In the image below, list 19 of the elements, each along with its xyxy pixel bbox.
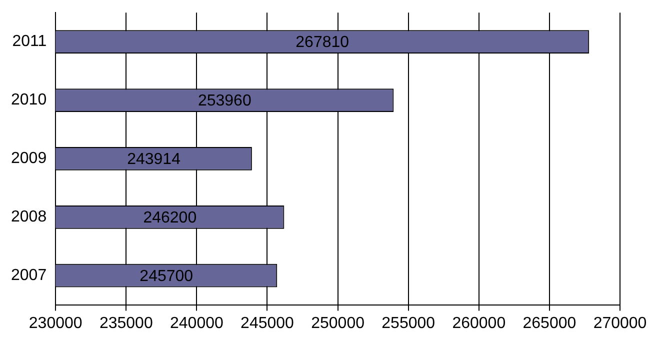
x-tick-label: 250000 <box>311 314 365 332</box>
data-label: 267810 <box>296 34 350 52</box>
y-tick-label: 2010 <box>11 92 47 109</box>
x-tick-label: 270000 <box>593 314 647 332</box>
y-tick-label: 2011 <box>12 33 47 50</box>
x-tick-label: 235000 <box>99 314 153 332</box>
x-tick-label: 230000 <box>28 314 82 332</box>
y-tick-label: 2009 <box>11 150 47 168</box>
y-tick-label: 2008 <box>11 208 47 226</box>
x-tick-label: 240000 <box>170 314 224 332</box>
x-tick-label: 255000 <box>382 314 436 332</box>
y-tick-label: 2007 <box>11 266 47 284</box>
data-label: 243914 <box>127 151 181 168</box>
data-label: 253960 <box>198 92 252 110</box>
x-tick-label: 265000 <box>522 314 576 332</box>
x-tick-label: 260000 <box>452 314 506 332</box>
data-label: 245700 <box>140 268 194 285</box>
data-label: 246200 <box>143 210 197 227</box>
x-tick-label: 245000 <box>240 314 294 332</box>
